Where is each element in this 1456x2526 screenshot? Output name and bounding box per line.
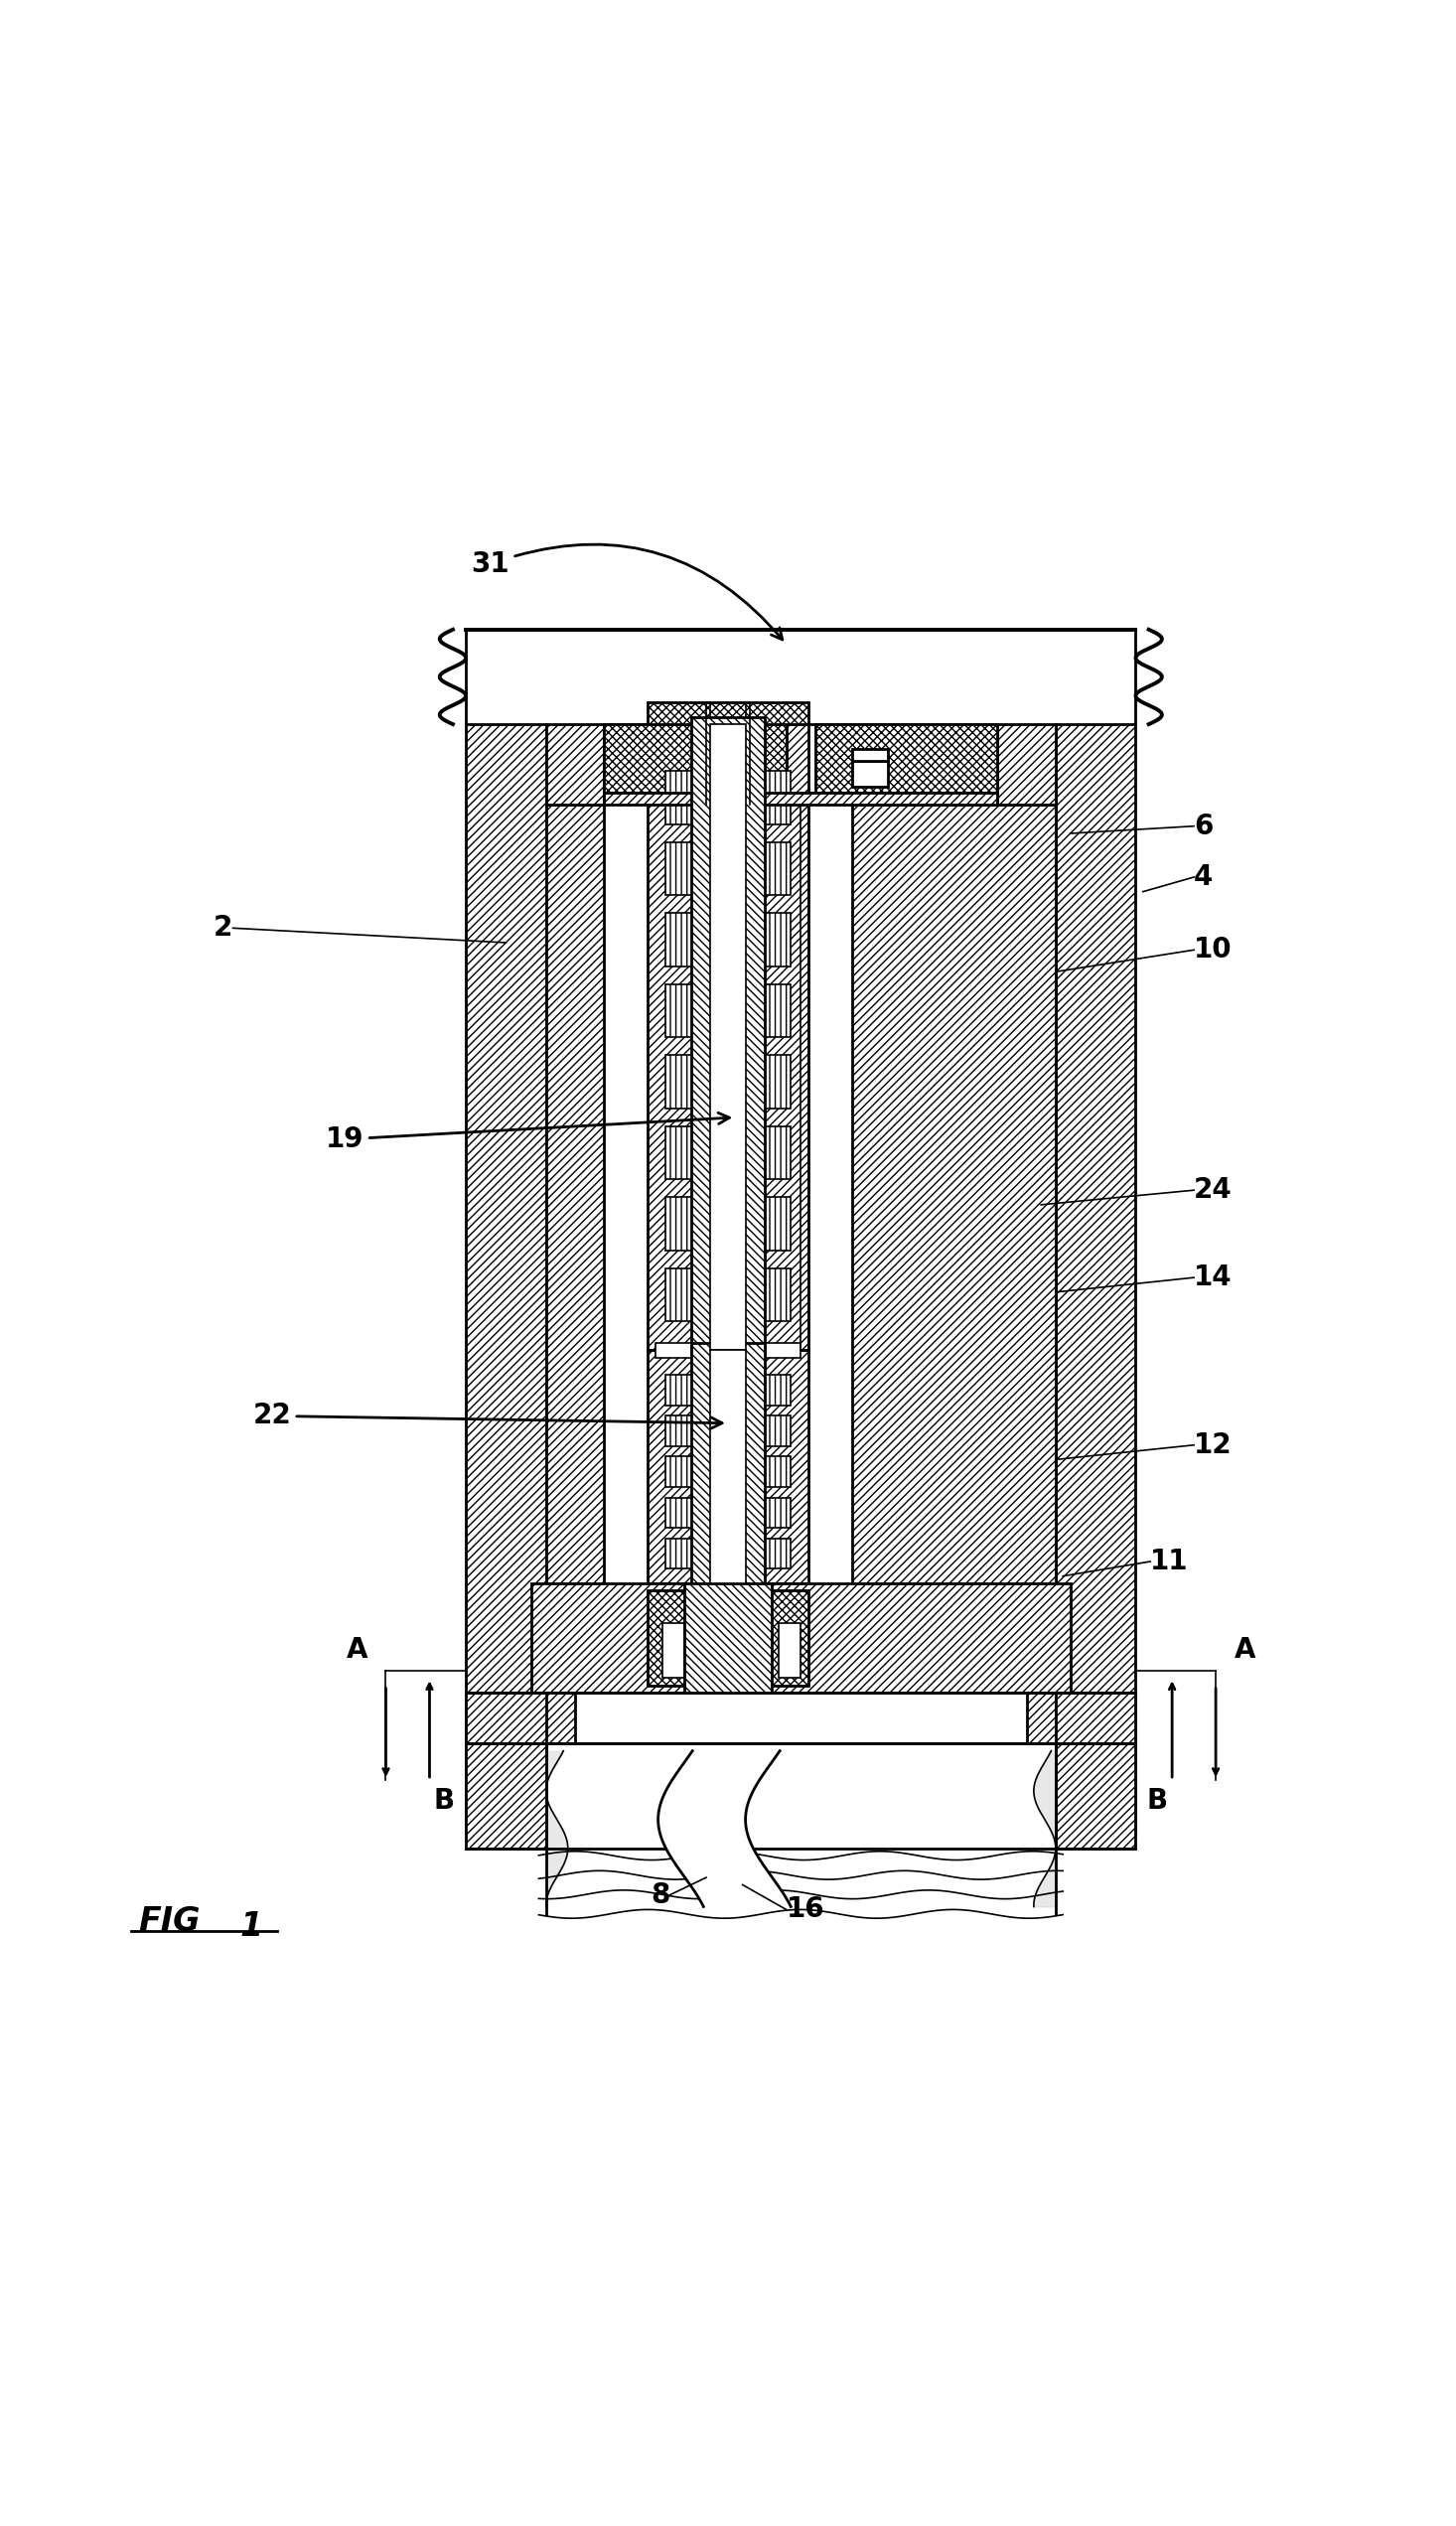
Polygon shape <box>997 725 1056 803</box>
Text: 19: 19 <box>326 1114 729 1154</box>
Text: 4: 4 <box>1194 864 1213 892</box>
Polygon shape <box>531 1584 1070 1692</box>
Bar <box>604 725 997 793</box>
Text: A: A <box>347 1637 367 1665</box>
Bar <box>713 750 750 760</box>
Bar <box>740 1458 791 1488</box>
Text: 24: 24 <box>1194 1177 1232 1205</box>
Text: 6: 6 <box>1194 813 1213 841</box>
Bar <box>665 770 716 823</box>
Bar <box>711 725 745 1351</box>
Bar <box>711 1351 745 1584</box>
Bar <box>852 760 888 786</box>
Polygon shape <box>692 1344 764 1591</box>
Text: FIG: FIG <box>138 1905 201 1937</box>
Bar <box>740 912 791 967</box>
Text: 22: 22 <box>253 1402 722 1430</box>
Bar <box>665 1417 716 1447</box>
Bar <box>692 1624 713 1677</box>
Polygon shape <box>713 1351 743 1584</box>
Bar <box>750 1624 772 1677</box>
Polygon shape <box>1056 1743 1136 1849</box>
Text: 10: 10 <box>1194 937 1232 965</box>
Bar <box>665 841 716 894</box>
Bar <box>740 985 791 1038</box>
Bar <box>665 1197 716 1250</box>
Polygon shape <box>1026 1692 1056 1743</box>
Bar <box>740 841 791 894</box>
Bar <box>713 760 750 786</box>
Bar <box>665 1458 716 1488</box>
Text: 2: 2 <box>214 914 233 942</box>
Bar <box>662 1624 684 1677</box>
Bar <box>655 1344 713 1356</box>
Text: 12: 12 <box>1194 1432 1232 1460</box>
Polygon shape <box>743 1351 808 1584</box>
Bar <box>648 1591 808 1685</box>
Polygon shape <box>648 725 713 1351</box>
Bar <box>721 1624 743 1677</box>
Polygon shape <box>815 725 997 793</box>
Polygon shape <box>604 793 997 803</box>
Polygon shape <box>684 1584 772 1692</box>
Polygon shape <box>466 1743 546 1849</box>
Bar <box>648 702 808 725</box>
Bar <box>740 1197 791 1250</box>
Bar <box>740 1056 791 1109</box>
Polygon shape <box>1056 725 1136 1834</box>
Polygon shape <box>692 717 764 1356</box>
Bar <box>740 1538 791 1569</box>
Bar <box>779 1624 801 1677</box>
Bar <box>740 1127 791 1180</box>
Text: B: B <box>1147 1788 1168 1816</box>
Polygon shape <box>604 725 786 793</box>
Text: 8: 8 <box>651 1882 670 1910</box>
Bar <box>740 1374 791 1404</box>
Bar <box>665 1127 716 1180</box>
Text: B: B <box>434 1788 454 1816</box>
Bar <box>665 985 716 1038</box>
Polygon shape <box>546 725 604 803</box>
Bar <box>665 1268 716 1321</box>
Polygon shape <box>546 1692 575 1743</box>
Bar <box>721 1624 743 1677</box>
Polygon shape <box>648 1351 713 1584</box>
Bar <box>665 1538 716 1569</box>
Bar <box>740 1417 791 1447</box>
Bar <box>665 1498 716 1528</box>
Polygon shape <box>1041 1692 1136 1743</box>
Bar <box>740 1268 791 1321</box>
Text: A: A <box>1235 1637 1255 1665</box>
Bar <box>743 1344 801 1356</box>
Polygon shape <box>466 725 546 1834</box>
Bar <box>665 1374 716 1404</box>
Polygon shape <box>852 803 1056 1692</box>
Text: 16: 16 <box>786 1894 824 1922</box>
Polygon shape <box>743 725 808 1351</box>
Text: 11: 11 <box>1150 1548 1188 1576</box>
Bar <box>665 1056 716 1109</box>
Bar <box>665 912 716 967</box>
Bar <box>852 750 888 760</box>
Text: 1: 1 <box>240 1910 264 1942</box>
Text: 31: 31 <box>472 546 782 639</box>
Polygon shape <box>713 725 743 1351</box>
Bar <box>740 770 791 823</box>
Polygon shape <box>546 803 604 1692</box>
Bar <box>740 1498 791 1528</box>
Polygon shape <box>466 1692 561 1743</box>
Text: 14: 14 <box>1194 1263 1232 1291</box>
